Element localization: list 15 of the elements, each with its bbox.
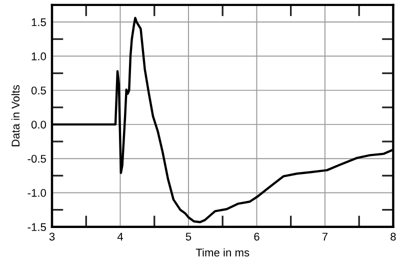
y-tick-label: 0.0 xyxy=(31,120,46,129)
y-tick-label: -0.5 xyxy=(28,154,46,163)
y-axis-title: Data in Volts xyxy=(11,85,20,146)
y-tick-label: 1.0 xyxy=(32,52,46,60)
y-tick-label: 0.5 xyxy=(31,86,46,94)
x-tick-label: 3 xyxy=(49,232,55,241)
x-tick-label: 4 xyxy=(117,232,124,240)
y-tick-label: -1.0 xyxy=(28,189,46,197)
y-tick-label: 1.5 xyxy=(32,18,46,26)
x-tick-label: 5 xyxy=(186,232,192,241)
y-tick-label: -1.5 xyxy=(28,223,46,232)
x-tick-label: 7 xyxy=(322,232,328,240)
x-tick-label: 8 xyxy=(390,232,396,241)
x-axis-title: Time in ms xyxy=(196,248,250,257)
x-tick-label: 6 xyxy=(254,232,260,241)
